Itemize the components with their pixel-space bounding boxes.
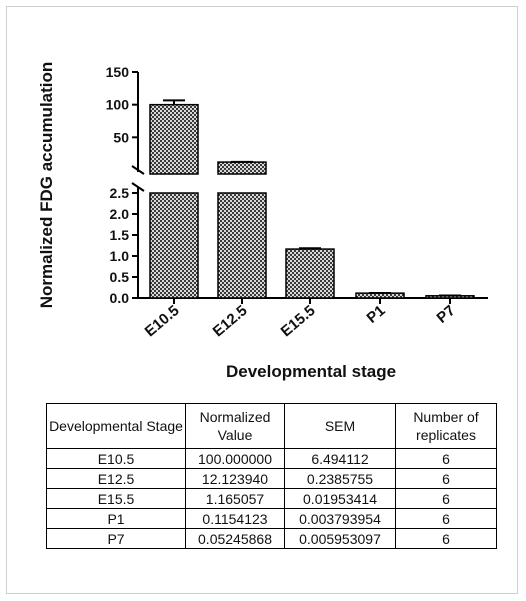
axis-break-mark [131,165,145,175]
table-cell: 6 [395,468,497,489]
y-tick-label: 2.0 [110,206,130,222]
x-tick-label: E10.5 [142,302,183,340]
table-cell: P1 [46,508,186,529]
x-tick-label: E12.5 [210,302,251,340]
table-cell: E10.5 [46,448,186,469]
bar-E10.5-upper [149,103,199,175]
table-cell: 6 [395,528,497,549]
y-tick-label: 0.0 [110,290,130,306]
bar-E12.5-lower [217,192,267,299]
upper-y-axis: 50 100 150 [106,64,145,175]
table-row: E15.5 1.165057 0.01953414 6 [46,488,497,509]
header-sem: SEM [284,403,396,449]
table-row: E12.5 12.123940 0.2385755 6 [46,468,497,489]
axis-break-mark [131,182,145,192]
header-developmental-stage: Developmental Stage [46,403,186,449]
table-cell: 0.1154123 [185,508,285,529]
y-axis-label: Normalized FDG accumulation [37,62,56,309]
table-cell: 100.000000 [185,448,285,469]
header-number-of-replicates: Number of replicates [395,403,497,449]
table-row: E10.5 100.000000 6.494112 6 [46,448,497,469]
table-cell: 6.494112 [284,448,396,469]
x-tick-label: E15.5 [278,302,319,340]
table-cell: 1.165057 [185,488,285,509]
y-tick-label: 1.5 [110,227,130,243]
table-cell: 6 [395,448,497,469]
lower-y-axis: 0.0 0.5 1.0 1.5 2.0 2.5 [110,182,145,306]
bars-group [138,99,488,299]
table-cell: 0.003793954 [284,508,396,529]
table-cell: 0.05245868 [185,528,285,549]
y-tick-label: 0.5 [110,269,130,285]
table-cell: E15.5 [46,488,186,509]
y-tick-label: 150 [106,64,130,80]
y-tick-label: 1.0 [110,248,130,264]
table-cell: 0.005953097 [284,528,396,549]
table-cell: P7 [46,528,186,549]
x-tick-label: P7 [434,302,459,327]
bar-E15.5 [285,248,335,299]
y-tick-label: 100 [106,97,130,113]
table-row: P7 0.05245868 0.005953097 6 [46,528,497,549]
table-cell: 0.2385755 [284,468,396,489]
table-header-row: Developmental Stage Normalized Value SEM… [46,403,497,449]
table-cell: 6 [395,508,497,529]
header-normalized-value: Normalized Value [185,403,285,449]
table-cell: 0.01953414 [284,488,396,509]
data-table: Developmental Stage Normalized Value SEM… [46,403,497,549]
y-tick-label: 50 [113,129,129,145]
table-cell: 12.123940 [185,468,285,489]
bar-E12.5-upper [217,161,267,175]
x-tick-labels: E10.5 E12.5 E15.5 P1 P7 [142,298,459,340]
table-row: P1 0.1154123 0.003793954 6 [46,508,497,529]
y-tick-label: 2.5 [110,185,130,201]
x-axis-label: Developmental stage [226,362,396,381]
table-cell: E12.5 [46,468,186,489]
x-tick-label: P1 [364,302,389,327]
table-cell: 6 [395,488,497,509]
bar-E10.5-lower [149,192,199,299]
